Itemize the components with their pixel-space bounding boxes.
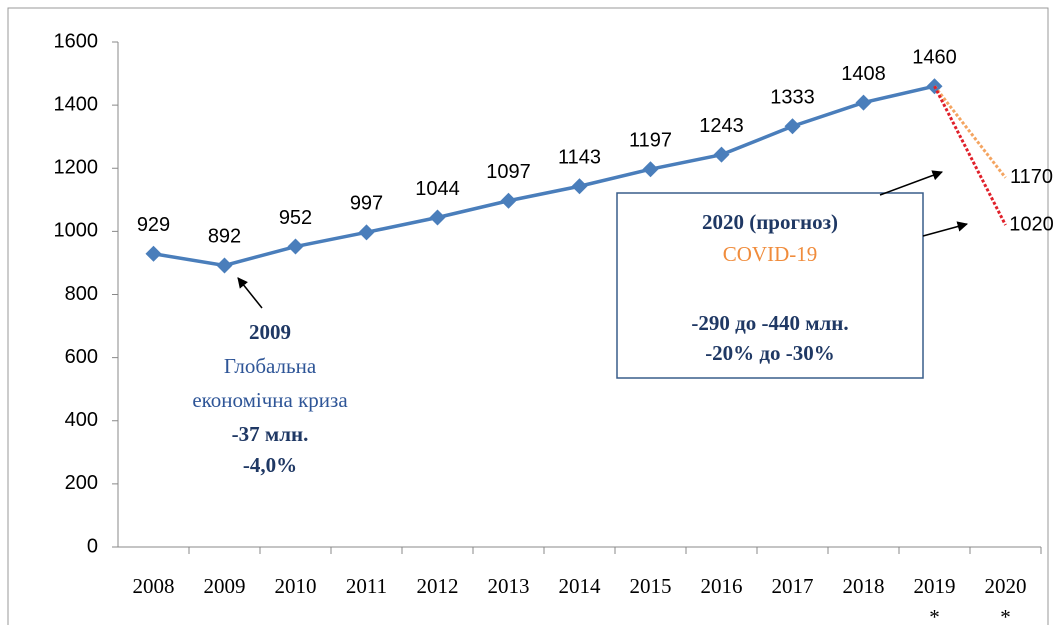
data-label: 997 — [350, 193, 383, 215]
x-tick-label: 2010 — [275, 574, 317, 598]
annotation-text: -4,0% — [243, 453, 297, 477]
chart-border — [7, 7, 1049, 625]
x-tick-note: * — [929, 605, 940, 625]
data-point — [216, 257, 233, 274]
data-label: 1020 — [1009, 213, 1054, 235]
y-tick-label: 400 — [65, 409, 98, 431]
annotation-text: COVID-19 — [723, 242, 818, 266]
data-point — [358, 224, 375, 241]
annotation-text: економічна криза — [192, 388, 348, 412]
x-tick-label: 2012 — [417, 574, 459, 598]
annotation-text: -37 млн. — [232, 422, 309, 446]
data-label: 1243 — [699, 115, 744, 137]
annotation-text: 2009 — [249, 320, 291, 344]
x-tick-label: 2016 — [701, 574, 743, 598]
data-point — [429, 209, 446, 226]
forecast-line — [933, 85, 1007, 179]
y-tick-label: 1200 — [54, 157, 99, 179]
y-tick-label: 800 — [65, 283, 98, 305]
data-point — [642, 161, 659, 178]
data-label: 952 — [279, 207, 312, 229]
annotation-text: Глобальна — [224, 354, 317, 378]
data-line — [153, 84, 935, 268]
annotation-text: 2020 (прогноз) — [702, 210, 838, 234]
annotation-text: -20% до -30% — [705, 341, 835, 365]
data-label: 1170 — [1010, 166, 1053, 188]
x-tick-note: * — [1000, 605, 1011, 625]
x-tick-label: 2008 — [133, 574, 175, 598]
data-point — [855, 94, 872, 111]
x-tick-label: 2009 — [204, 574, 246, 598]
x-tick-label: 2019 — [914, 574, 956, 598]
y-tick-label: 0 — [87, 535, 98, 557]
data-label: 929 — [137, 214, 170, 236]
y-tick-label: 600 — [65, 346, 98, 368]
annotation-text: -290 до -440 млн. — [691, 311, 848, 335]
data-label: 1044 — [415, 178, 460, 200]
data-label: 1408 — [841, 63, 886, 85]
data-label: 1097 — [486, 161, 531, 183]
x-tick-label: 2017 — [772, 574, 814, 598]
data-label: 1333 — [770, 87, 815, 109]
x-tick-label: 2020 — [985, 574, 1027, 598]
annotation-arrow — [879, 170, 943, 196]
y-tick-label: 1400 — [54, 93, 99, 115]
forecast-line — [933, 85, 1007, 226]
x-tick-label: 2013 — [488, 574, 530, 598]
data-point — [784, 118, 801, 135]
data-point — [713, 146, 730, 163]
annotation-arrow — [237, 277, 263, 309]
annotation-box — [616, 192, 924, 379]
data-label: 1197 — [629, 129, 672, 151]
y-tick-label: 1600 — [54, 30, 99, 52]
x-tick-label: 2014 — [559, 574, 602, 598]
y-tick-label: 200 — [65, 472, 98, 494]
x-tick-label: 2015 — [630, 574, 672, 598]
data-point — [287, 238, 304, 255]
y-tick-label: 1000 — [54, 220, 99, 242]
x-tick-label: 2011 — [346, 574, 387, 598]
data-label: 1460 — [912, 46, 957, 68]
data-label: 892 — [208, 226, 241, 248]
x-tick-label: 2018 — [843, 574, 885, 598]
data-point — [571, 178, 588, 195]
data-point — [145, 245, 162, 262]
data-label: 1143 — [558, 147, 601, 169]
data-point — [500, 192, 517, 209]
annotation-arrow — [922, 221, 969, 237]
